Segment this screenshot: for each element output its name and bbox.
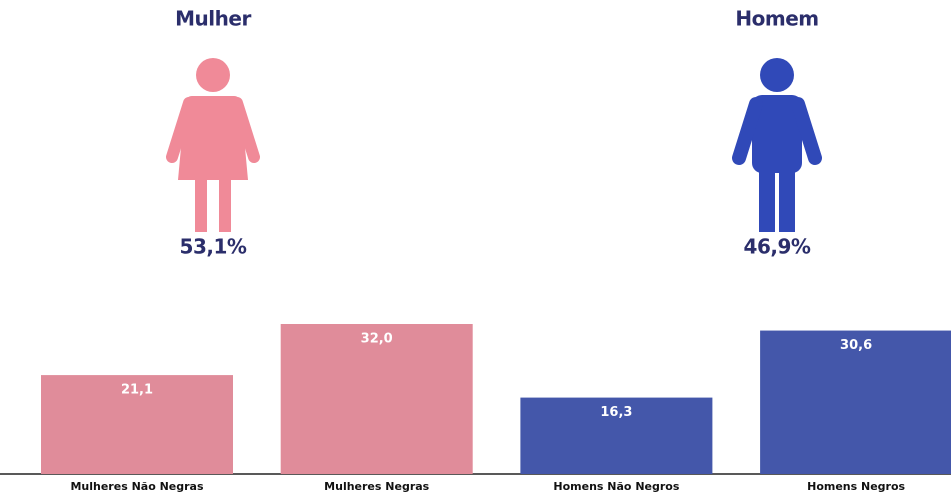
bar xyxy=(760,330,951,474)
figure-title: Homem xyxy=(735,7,818,31)
value-label: 32,0 xyxy=(361,332,393,347)
x-tick-label: Mulheres Não Negras xyxy=(70,480,204,493)
man-icon xyxy=(732,58,822,232)
figure-title: Mulher xyxy=(175,7,251,31)
x-tick-label: Homens Não Negros xyxy=(553,480,679,493)
bar xyxy=(41,375,233,474)
value-label: 30,6 xyxy=(840,338,872,353)
bar xyxy=(280,324,473,474)
x-tick-label: Mulheres Negras xyxy=(324,480,429,493)
x-tick-label: Homens Negros xyxy=(807,480,905,493)
value-label: 16,3 xyxy=(600,405,632,420)
value-label: 21,1 xyxy=(121,383,153,398)
figure-percent: 53,1% xyxy=(180,235,247,259)
figure-percent: 46,9% xyxy=(744,235,811,259)
woman-icon xyxy=(166,58,260,232)
bar xyxy=(520,397,713,474)
